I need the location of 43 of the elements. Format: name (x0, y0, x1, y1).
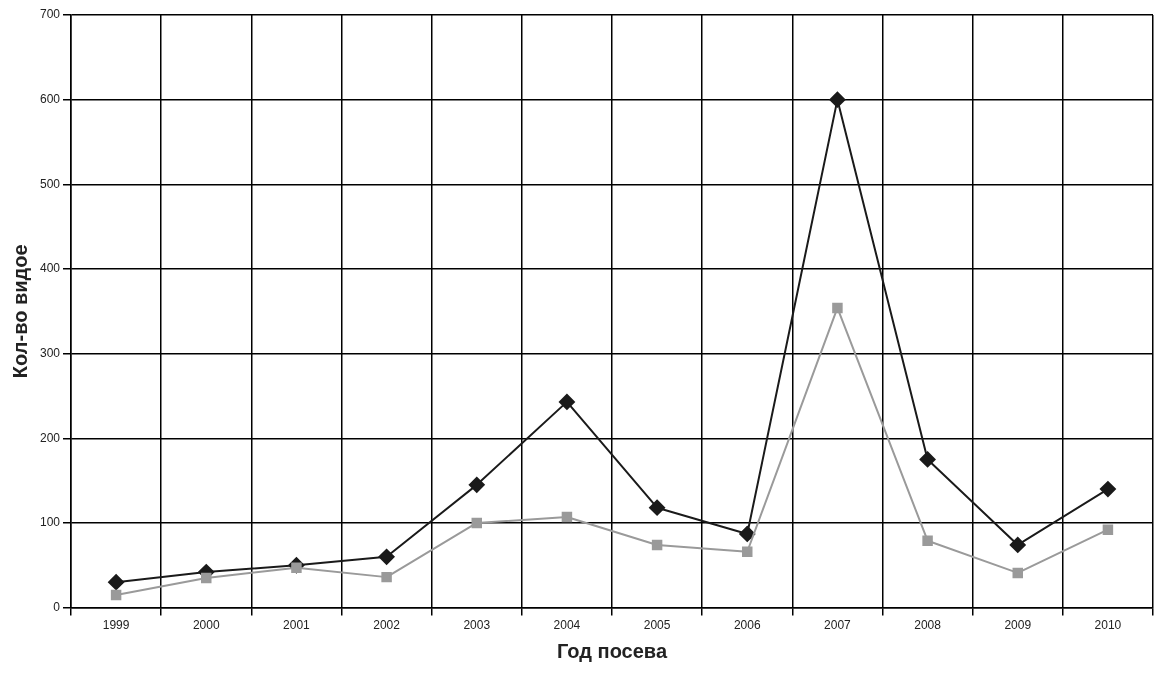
point (742, 546, 753, 557)
x-tick-label: 2006 (733, 618, 761, 633)
point (739, 525, 756, 542)
point (1012, 567, 1023, 579)
point (558, 393, 575, 410)
point (1102, 524, 1114, 535)
x-tick-label: 2003 (463, 618, 491, 633)
point (829, 91, 846, 108)
point (832, 302, 843, 314)
point (651, 539, 663, 551)
point (381, 571, 392, 583)
x-tick-label: 1999 (102, 618, 130, 633)
x-tick-label: 2005 (643, 618, 671, 633)
x-axis-title: Год посева (557, 639, 668, 662)
point (1009, 536, 1026, 553)
point (1099, 481, 1116, 498)
x-tick-label: 2010 (1094, 618, 1122, 633)
y-tick-label: 700 (39, 7, 61, 22)
point (468, 476, 485, 493)
x-tick-label: 2007 (824, 618, 852, 633)
y-tick-label: 400 (39, 261, 61, 276)
point (649, 499, 666, 516)
point (201, 572, 212, 584)
point (561, 511, 573, 523)
x-tick-label: 2008 (914, 618, 942, 633)
point (108, 574, 125, 591)
point (110, 589, 122, 601)
point (471, 517, 483, 529)
x-tick-label: 2002 (373, 618, 401, 633)
y-tick-label: 100 (39, 515, 61, 530)
y-tick-label: 0 (53, 599, 61, 614)
x-tick-label: 2001 (283, 618, 311, 633)
x-tick-label: 2000 (192, 618, 220, 633)
y-tick-label: 600 (39, 91, 61, 106)
point (919, 451, 936, 468)
point (922, 535, 933, 546)
y-tick-label: 300 (39, 345, 61, 360)
y-tick-label: 200 (39, 430, 61, 445)
x-tick-label: 2004 (553, 618, 581, 633)
y-tick-label: 500 (39, 176, 61, 191)
y-axis-title: Кол-во видое (8, 244, 31, 379)
x-tick-label: 2009 (1004, 618, 1032, 633)
point (378, 548, 395, 565)
